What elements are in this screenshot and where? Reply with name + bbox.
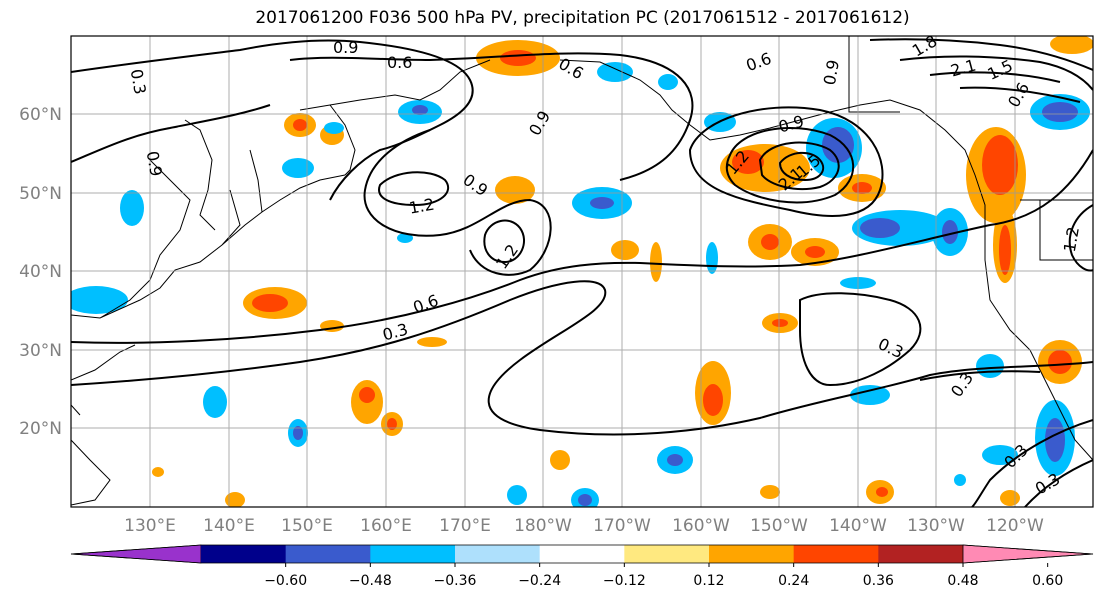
map-title: 2017061200 F036 500 hPa PV, precipitatio… [255, 8, 910, 28]
lat-label-40n: 40°N [19, 262, 62, 282]
colorbar-segment [370, 545, 456, 563]
colorbar-tick-label: −0.60 [264, 573, 307, 589]
lon-label-130e: 130°E [124, 516, 176, 536]
colorbar-tick-label: 0.60 [1032, 573, 1063, 589]
colorbar-tick-label: −0.36 [434, 573, 477, 589]
contour-label: 0.9 [820, 58, 843, 86]
contour-label: 0.9 [333, 38, 358, 57]
colorbar-segment [709, 545, 795, 563]
pv-contours [71, 38, 1093, 507]
lon-label-160e: 160°E [360, 516, 412, 536]
lat-label-50n: 50°N [19, 184, 62, 204]
contour-label: 0.3 [127, 68, 150, 96]
lon-label-170w: 170°W [593, 516, 651, 536]
contour-label: 1.2 [1060, 225, 1083, 253]
lon-label-140w: 140°W [829, 516, 887, 536]
map-border [70, 35, 1094, 508]
colorbar-segment [70, 544, 202, 564]
colorbar-segment [793, 545, 879, 563]
lat-label-30n: 30°N [19, 341, 62, 361]
colorbar-tick-label: −0.24 [518, 573, 561, 589]
colorbar-segment [455, 545, 541, 563]
contour-label: 0.9 [143, 150, 166, 178]
colorbar-tick-label: 0.36 [863, 573, 894, 589]
latitude-labels: 60°N 50°N 40°N 30°N 20°N [19, 105, 62, 439]
contour-label: 0.6 [387, 53, 412, 72]
colorbar-tick-label: 0.12 [693, 573, 724, 589]
colorbar-segment [539, 545, 625, 563]
lon-label-180w: 180°W [514, 516, 572, 536]
lon-label-150w: 150°W [750, 516, 808, 536]
precip-shading [71, 36, 1093, 507]
colorbar-segment [285, 545, 371, 563]
contour-label: 1.2 [408, 195, 436, 218]
lon-label-120w: 120°W [986, 516, 1044, 536]
colorbar-tick-label: 0.24 [778, 573, 809, 589]
lat-label-20n: 20°N [19, 419, 62, 439]
colorbar-tick-label: 0.48 [947, 573, 978, 589]
colorbar-segment [201, 545, 287, 563]
colorbar-tick-label: −0.12 [603, 573, 646, 589]
lat-label-60n: 60°N [19, 105, 62, 125]
colorbar-outline [70, 544, 1094, 564]
colorbar-segment [962, 544, 1094, 564]
gridlines [71, 36, 1093, 507]
lon-label-140e: 140°E [203, 516, 255, 536]
lon-label-150e: 150°E [281, 516, 333, 536]
lon-label-170e: 170°E [439, 516, 491, 536]
colorbar: −0.60 −0.48 −0.36 −0.24 −0.12 0.12 0.24 0.36 0.4… [70, 544, 1094, 589]
colorbar-segment [624, 545, 710, 563]
longitude-labels: 130°E 140°E 150°E 160°E 170°E 180°W 170°… [124, 516, 1044, 536]
colorbar-segment [878, 545, 964, 563]
lon-label-130w: 130°W [907, 516, 965, 536]
lon-label-160w: 160°W [672, 516, 730, 536]
colorbar-tick-label: −0.48 [349, 573, 392, 589]
